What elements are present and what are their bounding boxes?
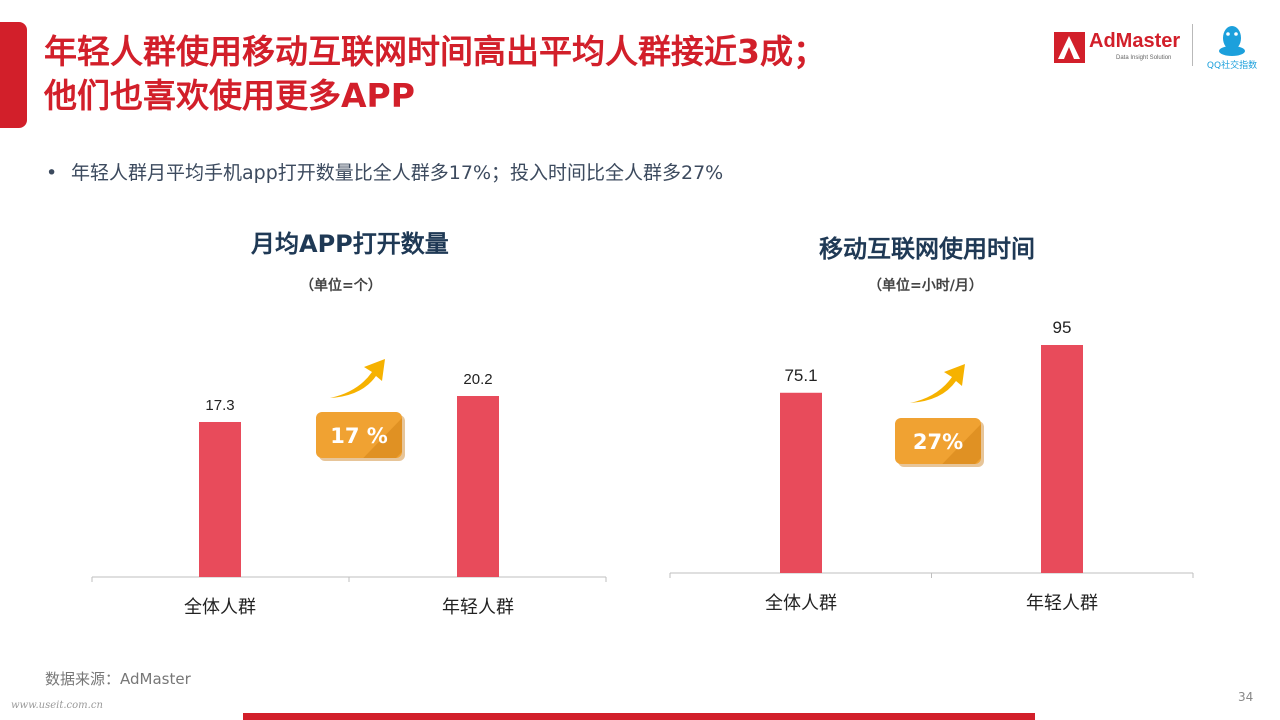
chart-2-growth-badge-fold	[942, 424, 981, 464]
chart-1-category-label-2: 年轻人群	[442, 597, 514, 618]
page-number: 34	[1238, 690, 1254, 704]
chart-2-data-label-1: 75.1	[784, 366, 817, 385]
title-accent-tab	[0, 22, 27, 128]
chart-1-bar-2	[457, 396, 499, 577]
chart-1-title: 月均APP打开数量	[251, 230, 449, 258]
bullet-marker: •	[46, 162, 58, 184]
chart-1-data-label-2: 20.2	[463, 371, 492, 388]
chart-2-growth-label: 27%	[913, 430, 963, 454]
summary-bullet-text: 年轻人群月平均手机app打开数量比全人群多17%；投入时间比全人群多27%	[71, 162, 724, 184]
slide-title-line-1: 年轻人群使用移动互联网时间高出平均人群接近3成；	[44, 32, 826, 71]
qq-logo-label: QQ社交指数	[1206, 61, 1258, 71]
logo-divider	[1192, 24, 1193, 66]
chart-1-category-label-1: 全体人群	[184, 597, 256, 618]
admaster-mark-icon	[1054, 32, 1085, 63]
chart-1-unit: （单位=个）	[300, 278, 382, 294]
qq-logo: QQ社交指数	[1202, 24, 1262, 71]
chart-1-growth-badge-fold	[363, 418, 402, 458]
slide-title: 年轻人群使用移动互联网时间高出平均人群接近3成； 他们也喜欢使用更多APP	[44, 30, 944, 118]
chart-2-category-label-1: 全体人群	[765, 593, 837, 614]
admaster-wordmark: AdMaster	[1089, 30, 1181, 52]
qq-penguin-icon	[1219, 26, 1245, 56]
chart-2-data-label-2: 95	[1053, 318, 1072, 337]
chart-2-bar-2	[1041, 345, 1083, 573]
data-source: 数据来源：AdMaster	[45, 670, 191, 688]
watermark: www.useit.com.cn	[11, 700, 103, 711]
chart-1-growth-label: 17 %	[330, 424, 388, 448]
chart-1-data-label-1: 17.3	[205, 397, 234, 414]
admaster-logo: AdMaster Data Insight Solution	[1054, 30, 1184, 68]
chart-2-unit: （单位=小时/月）	[868, 278, 983, 294]
summary-bullet: • 年轻人群月平均手机app打开数量比全人群多17%；投入时间比全人群多27%	[46, 158, 723, 185]
chart-1-bar-1	[199, 421, 241, 577]
bottom-accent-bar	[243, 713, 1035, 720]
admaster-tagline: Data Insight Solution	[1116, 55, 1172, 61]
slide-title-line-2: 他们也喜欢使用更多APP	[44, 76, 415, 115]
chart-2-title: 移动互联网使用时间	[819, 235, 1035, 263]
chart-2-growth-arrow-icon	[910, 364, 965, 403]
chart-2-bar-1	[780, 392, 822, 573]
chart-2-category-label-2: 年轻人群	[1026, 593, 1098, 614]
chart-1-growth-arrow-icon	[330, 359, 385, 398]
